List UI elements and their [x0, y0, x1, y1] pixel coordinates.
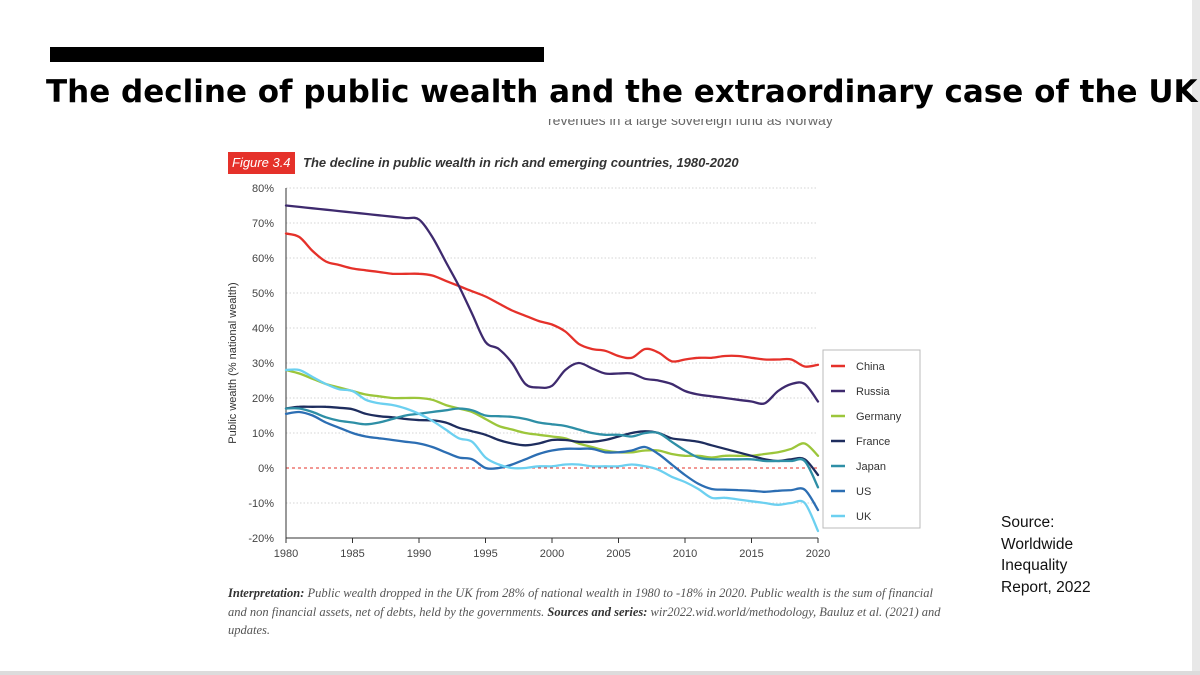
x-tick-label: 2000: [540, 548, 564, 560]
legend-label-china: China: [856, 361, 886, 373]
source-line: Worldwide: [1001, 535, 1074, 553]
series-lines: [284, 204, 820, 533]
interpretation-note: Interpretation: Public wealth dropped in…: [228, 584, 948, 640]
x-tick-label: 2020: [806, 548, 830, 560]
y-tick-label: 0%: [258, 463, 274, 475]
y-tick-label: -10%: [248, 498, 274, 510]
x-tick-label: 1995: [473, 548, 497, 560]
series-line-russia: [284, 204, 820, 405]
axes: -20% -10% 0% 10% 20% 30% 40% 50% 60% 70% 80% 1980 19…: [227, 183, 830, 560]
figure-label-badge: Figure 3.4: [228, 152, 295, 174]
source-citation: Source: Worldwide Inequality Report, 202…: [1001, 512, 1121, 598]
figure-title: The decline in public wealth in rich and…: [303, 155, 739, 170]
y-tick-label: 60%: [252, 253, 274, 265]
legend-label-russia: Russia: [856, 386, 891, 398]
legend-label-us: US: [856, 486, 871, 498]
y-tick-label: 50%: [252, 288, 274, 300]
slide-title: The decline of public wealth and the ext…: [46, 74, 1198, 110]
series-line-china: [284, 232, 820, 368]
source-line: Report, 2022: [1001, 578, 1091, 596]
sources-label: Sources and series:: [547, 604, 648, 619]
legend-label-germany: Germany: [856, 411, 902, 423]
legend-box: [822, 349, 921, 529]
x-tick-label: 2005: [606, 548, 630, 560]
y-tick-label: 80%: [252, 183, 274, 195]
title-accent-bar: [50, 47, 544, 62]
y-tick-label: 30%: [252, 358, 274, 370]
y-tick-label: 70%: [252, 218, 274, 230]
x-tick-label: 2015: [739, 548, 763, 560]
source-line: Inequality: [1001, 557, 1068, 574]
series-line-us: [284, 410, 820, 512]
legend-label-uk: UK: [856, 511, 872, 523]
interpretation-text: Public wealth dropped in the UK from 28%…: [228, 586, 933, 619]
x-tick-label: 1985: [340, 548, 364, 560]
x-tick-label: 1980: [274, 548, 298, 560]
y-tick-label: -20%: [248, 533, 274, 545]
x-tick-label: 2010: [673, 548, 697, 560]
y-tick-label: 10%: [252, 428, 274, 440]
series-line-germany: [284, 368, 820, 459]
cropped-background-text: revenues in a large sovereign fund as No…: [548, 119, 833, 128]
legend-label-japan: Japan: [856, 461, 886, 473]
legend-label-france: France: [856, 436, 890, 448]
y-tick-label: 40%: [252, 323, 274, 335]
grid-lines: [286, 187, 818, 539]
sources-text: wir2022.wid.world/methodology, Bauluz et…: [228, 604, 941, 638]
series-line-japan: [284, 407, 820, 489]
series-line-france: [284, 405, 820, 477]
bottom-edge-strip: [0, 671, 1200, 675]
source-line: Source:: [1001, 514, 1055, 531]
y-tick-label: 20%: [252, 393, 274, 405]
legend: China Russia Germany France Japan US UK: [822, 349, 921, 529]
interpretation-label: Interpretation:: [228, 586, 305, 600]
y-axis-title: Public wealth (% national wealth): [227, 282, 239, 443]
right-edge-strip: [1192, 0, 1200, 675]
series-line-uk: [284, 368, 820, 533]
x-tick-label: 1990: [407, 548, 431, 560]
